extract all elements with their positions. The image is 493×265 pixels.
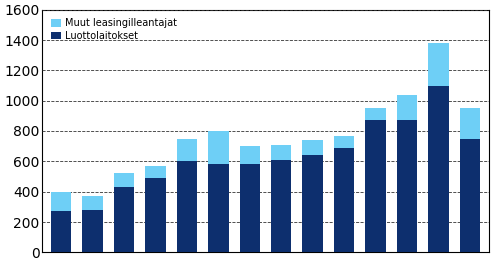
Bar [460,139,480,252]
Bar [271,145,291,160]
Bar [365,120,386,252]
Bar [428,43,449,86]
Bar [208,131,229,164]
Bar [51,211,71,252]
Bar [82,196,103,210]
Bar [334,136,354,148]
Bar [365,108,386,120]
Bar [240,146,260,164]
Bar [114,187,134,252]
Bar [397,95,417,120]
Bar [145,178,166,252]
Legend: Muut leasingilleantajat, Luottolaitokset: Muut leasingilleantajat, Luottolaitokset [47,15,180,45]
Bar [334,148,354,252]
Bar [240,164,260,252]
Bar [145,166,166,178]
Bar [428,86,449,252]
Bar [208,164,229,252]
Bar [82,210,103,252]
Bar [114,174,134,187]
Bar [176,139,197,161]
Bar [271,160,291,252]
Bar [51,192,71,211]
Bar [303,140,323,155]
Bar [176,161,197,252]
Bar [303,155,323,252]
Bar [397,120,417,252]
Bar [460,108,480,139]
